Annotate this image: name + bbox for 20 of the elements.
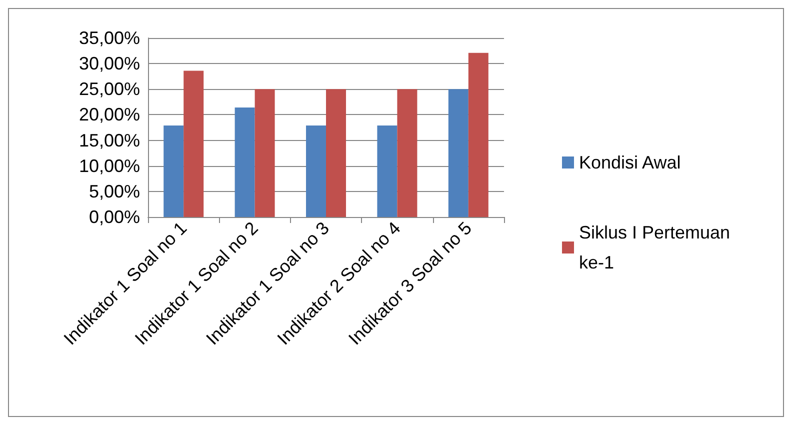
y-tick-label: 35,00% bbox=[78, 28, 140, 48]
legend-label: Kondisi Awal bbox=[579, 152, 681, 172]
y-tick-label: 15,00% bbox=[78, 130, 140, 150]
legend-label: Siklus I Pertemuan ke-1 bbox=[579, 222, 736, 272]
bar bbox=[448, 89, 468, 217]
bar bbox=[254, 89, 275, 217]
y-tick-label: 25,00% bbox=[78, 79, 140, 100]
y-tick-label: 30,00% bbox=[78, 54, 140, 74]
bar bbox=[164, 125, 184, 217]
bar bbox=[306, 125, 326, 217]
y-tick-label: 10,00% bbox=[78, 156, 140, 176]
y-tick-label: 5,00% bbox=[88, 181, 140, 202]
bar bbox=[468, 52, 488, 217]
bar bbox=[184, 70, 204, 217]
bar bbox=[234, 108, 255, 217]
bar bbox=[326, 89, 346, 217]
y-tick-label: 0,00% bbox=[88, 207, 140, 227]
bar bbox=[377, 125, 398, 217]
bar bbox=[397, 89, 418, 217]
y-tick-label: 20,00% bbox=[78, 104, 140, 125]
